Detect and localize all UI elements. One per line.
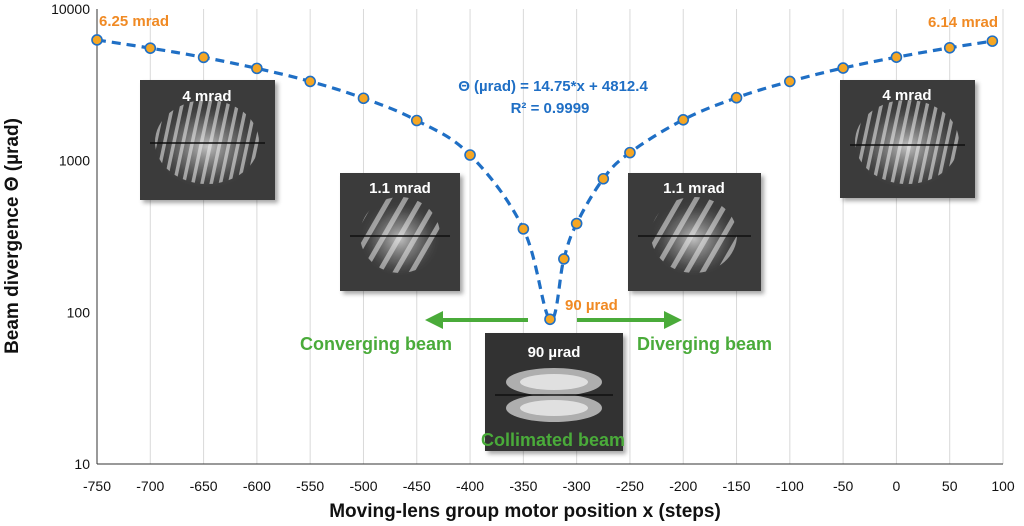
series-line xyxy=(96,38,993,321)
x-tick-label: -750 xyxy=(83,478,111,494)
data-point xyxy=(517,223,530,235)
diverging-label: Diverging beam xyxy=(637,334,772,354)
diverging-arrow xyxy=(577,311,682,329)
y-tick-label: 10 xyxy=(74,456,90,472)
y-tick-label: 1000 xyxy=(59,153,90,169)
converging-arrow xyxy=(425,311,528,329)
inset-1.1mrad-right: 1.1 mrad xyxy=(628,173,761,291)
data-point xyxy=(784,75,796,88)
x-tick-label: -400 xyxy=(456,478,484,494)
x-tick-label: 50 xyxy=(942,478,958,494)
right-end-label: 6.14 mrad xyxy=(928,14,998,31)
inset-label: 90 µrad xyxy=(528,344,581,361)
data-point xyxy=(144,42,157,54)
x-tick-label: -500 xyxy=(349,478,377,494)
x-tick-label: 0 xyxy=(893,478,901,494)
data-point xyxy=(197,51,210,64)
inset-label: 4 mrad xyxy=(182,88,231,105)
y-axis-title: Beam divergence Θ (µrad) xyxy=(2,118,23,354)
data-point xyxy=(943,41,956,54)
axes xyxy=(96,9,1003,465)
collimated-label: Collimated beam xyxy=(481,430,625,450)
left-end-label: 6.25 mrad xyxy=(99,13,169,30)
inset-4mrad-right: 4 mrad xyxy=(840,80,975,198)
y-tick-label: 10000 xyxy=(51,1,90,17)
data-point xyxy=(677,113,690,126)
equation-label: Θ (µrad) = 14.75*x + 4812.4 xyxy=(458,78,648,95)
inset-4mrad-left: 4 mrad xyxy=(140,80,275,200)
inset-label: 1.1 mrad xyxy=(369,180,431,197)
x-tick-label: -600 xyxy=(243,478,271,494)
data-point xyxy=(304,75,316,88)
x-tick-label: -450 xyxy=(403,478,431,494)
data-point xyxy=(544,313,556,326)
beam-insets: 4 mrad 1.1 mrad 90 µrad 1.1 mrad xyxy=(140,80,975,451)
data-point xyxy=(570,217,583,230)
x-tick-label: -50 xyxy=(833,478,853,494)
data-point xyxy=(986,35,999,47)
data-point xyxy=(890,51,903,64)
x-tick-label: 100 xyxy=(991,478,1015,494)
data-point xyxy=(251,62,263,75)
data-point xyxy=(91,34,103,46)
inset-1.1mrad-left: 1.1 mrad xyxy=(340,173,460,291)
inset-90urad: 90 µrad xyxy=(485,333,623,451)
x-axis-title: Moving-lens group motor position x (step… xyxy=(329,501,721,522)
x-tick-label: -200 xyxy=(669,478,697,494)
inset-label: 4 mrad xyxy=(882,87,931,104)
min-label: 90 µrad xyxy=(565,297,618,314)
inset-label: 1.1 mrad xyxy=(663,180,725,197)
x-tick-labels: -750 -700 -650 -600 -550 -500 -450 -400 -350 -300… xyxy=(83,478,1015,494)
data-point xyxy=(730,91,743,104)
data-point xyxy=(464,149,476,161)
data-points xyxy=(91,34,999,326)
x-tick-label: -250 xyxy=(616,478,644,494)
x-tick-label: -100 xyxy=(776,478,804,494)
y-tick-label: 100 xyxy=(67,304,91,320)
x-tick-label: -300 xyxy=(563,478,591,494)
x-tick-label: -700 xyxy=(136,478,164,494)
data-point xyxy=(357,92,370,105)
y-tick-labels: 10 100 1000 10000 xyxy=(51,1,90,472)
data-point xyxy=(410,114,423,127)
x-tick-label: -550 xyxy=(296,478,324,494)
x-tick-label: -650 xyxy=(190,478,218,494)
converging-label: Converging beam xyxy=(300,334,452,354)
x-tick-label: -350 xyxy=(509,478,537,494)
data-point xyxy=(558,253,570,265)
r2-label: R² = 0.9999 xyxy=(511,100,590,117)
x-tick-label: -150 xyxy=(723,478,751,494)
data-point xyxy=(837,62,849,74)
data-point xyxy=(597,172,610,185)
data-point xyxy=(624,146,636,159)
